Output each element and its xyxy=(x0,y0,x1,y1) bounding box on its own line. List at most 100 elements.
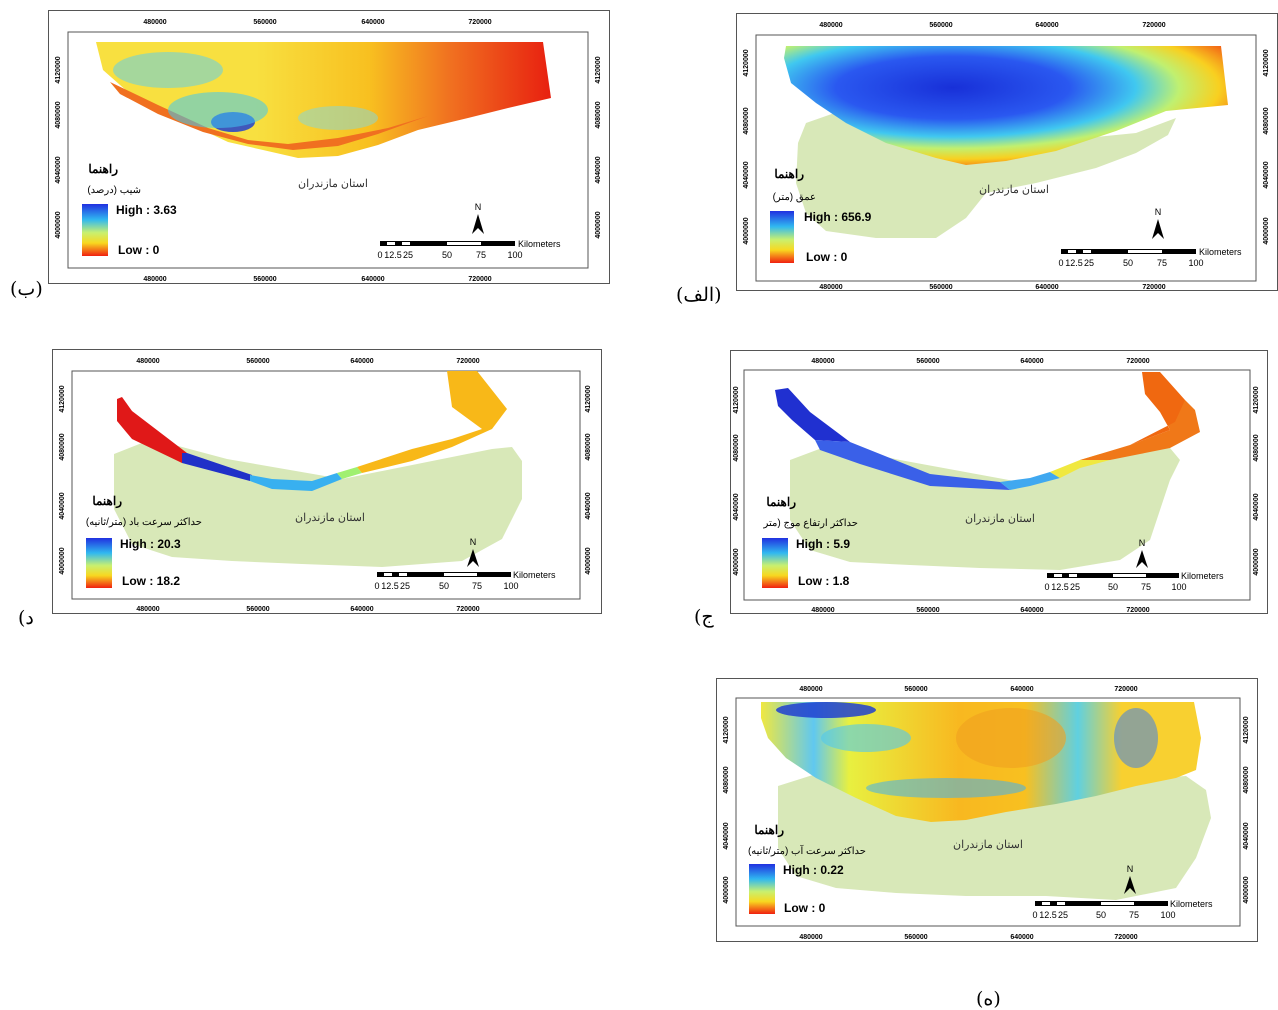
water-blue-patch xyxy=(776,702,876,718)
label-text: 12.5 xyxy=(1065,258,1083,268)
province-label: استان مازندران xyxy=(298,178,368,190)
label-text: 12.5 xyxy=(384,250,402,260)
scale-bar: Kilometers 0 12.5 25 50 75 100 xyxy=(1044,571,1224,592)
province-label: استان مازندران xyxy=(965,513,1035,525)
legend-subtitle: حداکثر سرعت باد (متر/ثانیه) xyxy=(86,517,202,528)
x-tick-label-bottom: 480000 xyxy=(136,606,159,613)
label-text: 12.5 xyxy=(381,581,399,591)
x-tick-label-top: 560000 xyxy=(253,19,276,26)
x-tick-label-top: 720000 xyxy=(1126,358,1149,365)
legend-ramp xyxy=(82,204,108,256)
x-tick-label-bottom: 640000 xyxy=(350,606,373,613)
scale-bar: Kilometers 0 12.5 25 50 75 100 xyxy=(1058,247,1242,268)
y-tick-label-right: 4040000 xyxy=(1263,161,1270,188)
y-tick-label-right: 4040000 xyxy=(595,156,602,183)
label-text: 12.5 xyxy=(1051,582,1069,592)
caption-jim: (ج xyxy=(694,606,714,628)
label-text: 100 xyxy=(1188,258,1203,268)
y-tick-label-left: 4000000 xyxy=(59,547,66,574)
caption-be: (ب) xyxy=(10,278,43,300)
label-text: 50 xyxy=(1123,258,1133,268)
caption-dal: (د xyxy=(18,607,34,629)
y-tick-label-left: 4080000 xyxy=(733,434,740,461)
province-label: استان مازندران xyxy=(953,839,1023,851)
x-tick-label-top: 480000 xyxy=(136,358,159,365)
label-text: Kilometers xyxy=(1170,899,1213,909)
x-tick-label-bottom: 560000 xyxy=(916,607,939,614)
x-tick-label-top: 480000 xyxy=(143,19,166,26)
legend-ramp xyxy=(762,538,788,588)
legend-subtitle: حداکثر سرعت آب (متر/ثانیه) xyxy=(748,844,866,857)
x-tick-label-top: 720000 xyxy=(1114,686,1137,693)
label-text: 50 xyxy=(439,581,449,591)
x-tick-label-top: 720000 xyxy=(1142,22,1165,29)
label-text: 50 xyxy=(442,250,452,260)
label-text: 100 xyxy=(1171,582,1186,592)
x-tick-label-top: 560000 xyxy=(904,686,927,693)
x-tick-label-bottom: 720000 xyxy=(456,606,479,613)
legend-title: راهنما xyxy=(92,494,122,509)
label-text: 0 xyxy=(1032,910,1037,920)
y-tick-label-left: 4000000 xyxy=(55,211,62,238)
y-tick-label-left: 4080000 xyxy=(59,433,66,460)
label-text: N xyxy=(1127,864,1134,874)
label-text: 100 xyxy=(1160,910,1175,920)
legend-subtitle: حداکثر ارتفاع موج (متر xyxy=(762,518,858,529)
x-tick-label-top: 640000 xyxy=(361,19,384,26)
map-dal: 480000 480000 560000 560000 640000 640000 7200… xyxy=(52,349,602,614)
province-label: استان مازندران xyxy=(295,512,365,524)
y-tick-label-right: 4120000 xyxy=(1243,716,1250,743)
legend-low: Low : 18.2 xyxy=(122,574,180,588)
y-tick-label-left: 4040000 xyxy=(59,492,66,519)
label-text: N xyxy=(1155,207,1162,217)
x-tick-label-top: 480000 xyxy=(799,686,822,693)
legend-subtitle: عمق (متر) xyxy=(773,192,816,203)
y-tick-label-right: 4000000 xyxy=(1243,876,1250,903)
north-arrow: N xyxy=(1136,538,1148,568)
wind-band-3 xyxy=(250,473,342,491)
y-tick-label-left: 4000000 xyxy=(743,217,750,244)
x-tick-label-bottom: 640000 xyxy=(1020,607,1043,614)
province-label: استان مازندران xyxy=(979,184,1049,196)
wave-band-2 xyxy=(815,440,1010,490)
y-tick-label-right: 4120000 xyxy=(1253,386,1260,413)
x-tick-label-bottom: 480000 xyxy=(819,284,842,291)
label-text: 25 xyxy=(1070,582,1080,592)
x-tick-label-top: 480000 xyxy=(811,358,834,365)
x-tick-label-bottom: 720000 xyxy=(1126,607,1149,614)
legend-title: راهنما xyxy=(766,495,796,510)
legend-ramp xyxy=(86,538,112,588)
caption-alef: (الف) xyxy=(676,284,722,306)
x-tick-label-top: 560000 xyxy=(929,22,952,29)
x-tick-label-bottom: 560000 xyxy=(929,284,952,291)
y-tick-label-right: 4040000 xyxy=(1243,822,1250,849)
caption-he: (ه) xyxy=(976,988,1001,1010)
y-tick-label-left: 4120000 xyxy=(743,49,750,76)
y-tick-label-left: 4000000 xyxy=(723,876,730,903)
scale-bar: Kilometers 0 12.5 25 50 75 100 xyxy=(1032,899,1213,920)
label-text: 25 xyxy=(403,250,413,260)
label-text: 12.5 xyxy=(1039,910,1057,920)
label-text: Kilometers xyxy=(1181,571,1224,581)
wind-band-4 xyxy=(337,467,362,479)
x-tick-label-bottom: 560000 xyxy=(253,276,276,283)
legend-low: Low : 0 xyxy=(118,243,160,257)
label-text: 75 xyxy=(472,581,482,591)
y-tick-label-left: 4040000 xyxy=(743,161,750,188)
north-arrow: N xyxy=(1124,864,1136,894)
y-tick-label-right: 4080000 xyxy=(1243,766,1250,793)
label-text: 75 xyxy=(1157,258,1167,268)
wave-band-3 xyxy=(1000,472,1060,490)
y-tick-label-right: 4000000 xyxy=(585,547,592,574)
y-tick-label-left: 4080000 xyxy=(743,107,750,134)
label-text: 25 xyxy=(400,581,410,591)
north-arrow: N xyxy=(472,202,484,234)
wind-band-5 xyxy=(357,371,507,473)
label-text: 50 xyxy=(1108,582,1118,592)
label-text: N xyxy=(470,537,477,547)
x-tick-label-bottom: 480000 xyxy=(811,607,834,614)
legend-high: High : 3.63 xyxy=(116,203,177,217)
label-text: 100 xyxy=(507,250,522,260)
y-tick-label-right: 4120000 xyxy=(595,56,602,83)
y-tick-label-left: 4040000 xyxy=(723,822,730,849)
